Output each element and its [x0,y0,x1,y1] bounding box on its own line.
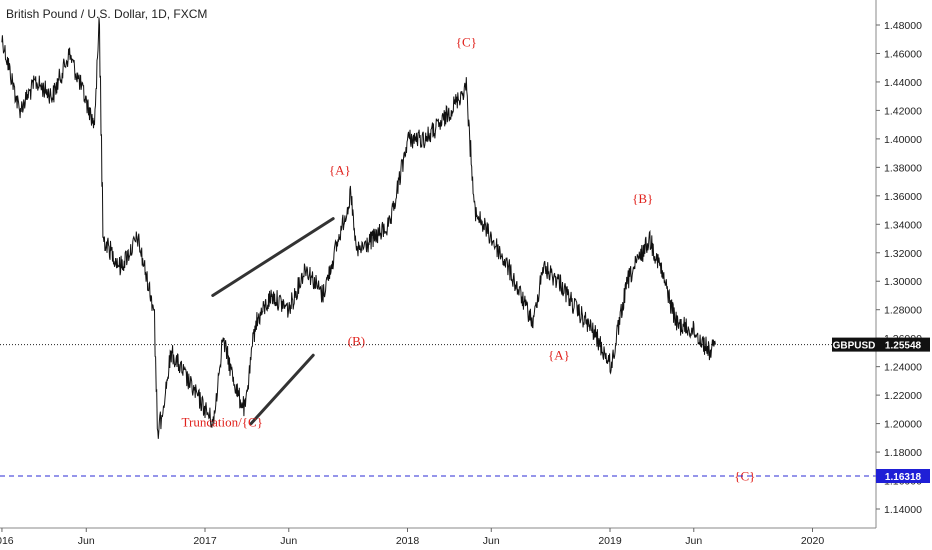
time-tick-label: Jun [280,535,297,547]
time-tick-label: 2018 [396,535,420,547]
price-tick-label: 1.22000 [884,390,922,402]
current-price-tag [876,337,930,352]
trend-lines [211,217,335,426]
target-price-tag [876,469,930,484]
time-tick-label: Jun [78,535,95,547]
time-tick-label: 2016 [0,535,14,547]
price-tick-label: 1.42000 [884,105,922,117]
time-tick-label: Jun [685,535,702,547]
price-tick-label: 1.18000 [884,447,922,459]
price-tick-label: 1.30000 [884,276,922,288]
price-tick-label: 1.38000 [884,162,922,174]
price-line [1,17,716,439]
target-price-tag-label: 1.16318 [885,472,922,483]
symbol-tag-label: GBPUSD [833,341,876,352]
symbol-tag [832,337,876,352]
time-tick-label: Jun [483,535,500,547]
price-tick-label: 1.34000 [884,219,922,231]
price-series [1,17,716,439]
price-tags: GBPUSD 1.25548 1.16318 [832,337,930,484]
wave-labels: {C} {A} {B} (B) {A} Truncation/{C} {C} [182,34,756,483]
price-axis[interactable]: 1.48000 1.46000 1.44000 1.42000 1.40000 1.380… [875,0,922,528]
price-levels [0,344,876,477]
price-tick-label: 1.46000 [884,48,922,60]
time-tick-label: 2020 [801,535,825,547]
price-tick-label: 1.40000 [884,134,922,146]
price-tick-label: 1.20000 [884,419,922,431]
price-tick-label: 1.24000 [884,362,922,374]
time-tick-label: 2017 [193,535,217,547]
wave-label: {A} [329,162,351,177]
wave-label: {C} [456,34,477,49]
time-tick-label: 2019 [598,535,622,547]
trend-line-1 [211,217,335,297]
wave-label: {C} [734,469,755,484]
price-tick-label: 1.44000 [884,77,922,89]
wave-label: {A} [548,348,570,363]
wave-label: {B} [632,191,653,206]
wave-label: Truncation/{C} [182,414,263,429]
price-tick-label: 1.14000 [884,504,922,516]
current-price-tag-label: 1.25548 [885,341,922,352]
time-axis[interactable]: 2016 Jun 2017 Jun 2018 Jun 2019 Jun 2020 [0,527,876,547]
wave-label: (B) [348,333,365,348]
trend-line-2 [249,353,315,426]
chart-title: British Pound / U.S. Dollar, 1D, FXCM [6,7,207,21]
plot-background [0,0,876,528]
price-tick-label: 1.28000 [884,305,922,317]
price-tick-label: 1.32000 [884,248,922,260]
price-tick-label: 1.36000 [884,191,922,203]
price-tick-label: 1.48000 [884,20,922,32]
